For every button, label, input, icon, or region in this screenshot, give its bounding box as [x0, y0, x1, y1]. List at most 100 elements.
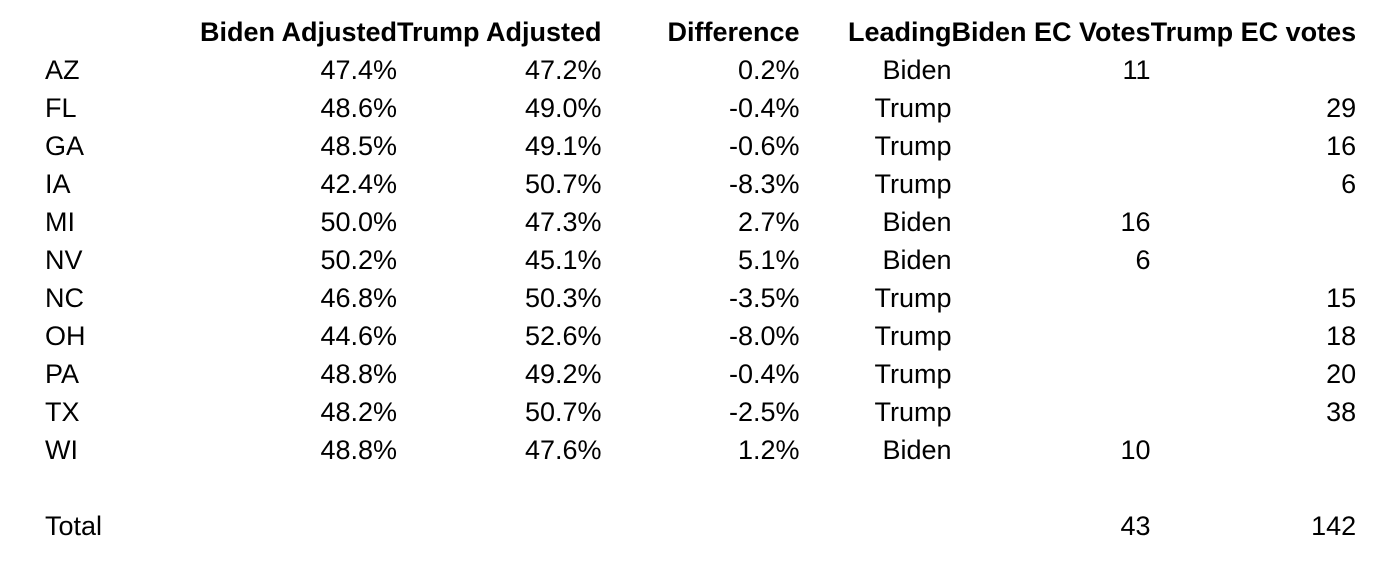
difference-cell: 5.1%	[737, 245, 800, 275]
trump-ec-cell: 6	[1341, 169, 1357, 199]
state-cell: WI	[45, 435, 78, 465]
header-trump-ec-votes: Trump EC votes	[1150, 17, 1357, 47]
trump-adjusted-cell: 47.3%	[524, 207, 602, 237]
leading-cell: Biden	[882, 245, 952, 275]
trump-adjusted-cell: 49.0%	[524, 93, 602, 123]
table-row-tx: TX 48.2% 50.7% -2.5% Trump 38	[0, 393, 1356, 431]
biden-adjusted-cell: 50.0%	[320, 207, 398, 237]
state-cell: FL	[45, 93, 77, 123]
trump-ec-cell	[1151, 241, 1357, 279]
total-trump-adjusted-cell	[397, 507, 602, 545]
state-cell: GA	[45, 131, 85, 161]
biden-adjusted-cell: 48.8%	[320, 359, 398, 389]
biden-ec-cell	[952, 393, 1151, 431]
state-cell: PA	[45, 359, 80, 389]
biden-adjusted-cell: 48.2%	[320, 397, 398, 427]
trump-adjusted-cell: 50.3%	[524, 283, 602, 313]
total-trump-ec-cell: 142	[1311, 511, 1357, 541]
header-trump-adjusted: Trump Adjusted	[397, 17, 602, 47]
biden-ec-cell	[952, 317, 1151, 355]
leading-cell: Biden	[882, 435, 952, 465]
header-difference: Difference	[667, 17, 800, 47]
state-cell: TX	[45, 397, 80, 427]
biden-ec-cell	[952, 355, 1151, 393]
total-biden-adjusted-cell	[200, 507, 397, 545]
difference-cell: -2.5%	[728, 397, 800, 427]
total-leading-cell	[800, 507, 952, 545]
table-row-nv: NV 50.2% 45.1% 5.1% Biden 6	[0, 241, 1356, 279]
biden-ec-cell	[952, 165, 1151, 203]
difference-cell: -0.6%	[728, 131, 800, 161]
trump-ec-cell: 15	[1326, 283, 1357, 313]
biden-ec-cell: 10	[1120, 435, 1151, 465]
biden-adjusted-cell: 48.5%	[320, 131, 398, 161]
table-row-fl: FL 48.6% 49.0% -0.4% Trump 29	[0, 89, 1356, 127]
state-cell: NV	[45, 245, 83, 275]
leading-cell: Trump	[874, 283, 952, 313]
difference-cell: -0.4%	[728, 93, 800, 123]
header-row: Biden Adjusted Trump Adjusted Difference…	[0, 13, 1356, 51]
biden-adjusted-cell: 47.4%	[320, 55, 398, 85]
biden-adjusted-cell: 44.6%	[320, 321, 398, 351]
difference-cell: -0.4%	[728, 359, 800, 389]
trump-ec-cell	[1151, 203, 1357, 241]
trump-ec-cell: 38	[1326, 397, 1357, 427]
table-row-pa: PA 48.8% 49.2% -0.4% Trump 20	[0, 355, 1356, 393]
trump-adjusted-cell: 49.2%	[524, 359, 602, 389]
difference-cell: -8.0%	[728, 321, 800, 351]
trump-adjusted-cell: 49.1%	[524, 131, 602, 161]
state-cell: MI	[45, 207, 75, 237]
trump-ec-cell: 20	[1326, 359, 1357, 389]
difference-cell: 0.2%	[737, 55, 800, 85]
trump-ec-cell: 16	[1326, 131, 1357, 161]
biden-adjusted-cell: 42.4%	[320, 169, 398, 199]
table-row-nc: NC 46.8% 50.3% -3.5% Trump 15	[0, 279, 1356, 317]
table-row-oh: OH 44.6% 52.6% -8.0% Trump 18	[0, 317, 1356, 355]
leading-cell: Trump	[874, 359, 952, 389]
biden-ec-cell: 11	[1122, 55, 1151, 85]
state-cell: NC	[45, 283, 84, 313]
ec-votes-table: Biden Adjusted Trump Adjusted Difference…	[0, 13, 1356, 545]
state-cell: IA	[45, 169, 71, 199]
biden-adjusted-cell: 50.2%	[320, 245, 398, 275]
total-row: Total 43 142	[0, 507, 1356, 545]
biden-ec-cell: 6	[1135, 245, 1151, 275]
biden-ec-cell: 16	[1120, 207, 1151, 237]
header-state	[0, 13, 200, 51]
difference-cell: -3.5%	[728, 283, 800, 313]
header-biden-ec-votes: Biden EC Votes	[951, 17, 1151, 47]
table-row-wi: WI 48.8% 47.6% 1.2% Biden 10	[0, 431, 1356, 469]
leading-cell: Trump	[874, 397, 952, 427]
trump-adjusted-cell: 52.6%	[524, 321, 602, 351]
biden-ec-cell	[952, 127, 1151, 165]
trump-ec-cell: 18	[1326, 321, 1357, 351]
difference-cell: 1.2%	[737, 435, 800, 465]
trump-ec-cell	[1151, 431, 1357, 469]
total-biden-ec-cell: 43	[1120, 511, 1151, 541]
header-leading: Leading	[848, 17, 952, 47]
difference-cell: -8.3%	[728, 169, 800, 199]
trump-adjusted-cell: 50.7%	[524, 169, 602, 199]
difference-cell: 2.7%	[737, 207, 800, 237]
spacer-row	[0, 469, 1356, 507]
leading-cell: Trump	[874, 321, 952, 351]
total-difference-cell	[602, 507, 800, 545]
state-cell: OH	[45, 321, 86, 351]
trump-adjusted-cell: 50.7%	[524, 397, 602, 427]
biden-adjusted-cell: 48.6%	[320, 93, 398, 123]
biden-ec-cell	[952, 89, 1151, 127]
trump-ec-cell: 29	[1326, 93, 1357, 123]
table-row-ga: GA 48.5% 49.1% -0.6% Trump 16	[0, 127, 1356, 165]
trump-adjusted-cell: 47.2%	[524, 55, 602, 85]
biden-adjusted-cell: 48.8%	[320, 435, 398, 465]
leading-cell: Trump	[874, 93, 952, 123]
leading-cell: Trump	[874, 131, 952, 161]
table-row-mi: MI 50.0% 47.3% 2.7% Biden 16	[0, 203, 1356, 241]
leading-cell: Biden	[882, 207, 952, 237]
table-row-ia: IA 42.4% 50.7% -8.3% Trump 6	[0, 165, 1356, 203]
trump-adjusted-cell: 47.6%	[524, 435, 602, 465]
biden-ec-cell	[952, 279, 1151, 317]
trump-adjusted-cell: 45.1%	[524, 245, 602, 275]
trump-ec-cell	[1151, 51, 1357, 89]
state-cell: AZ	[45, 55, 80, 85]
